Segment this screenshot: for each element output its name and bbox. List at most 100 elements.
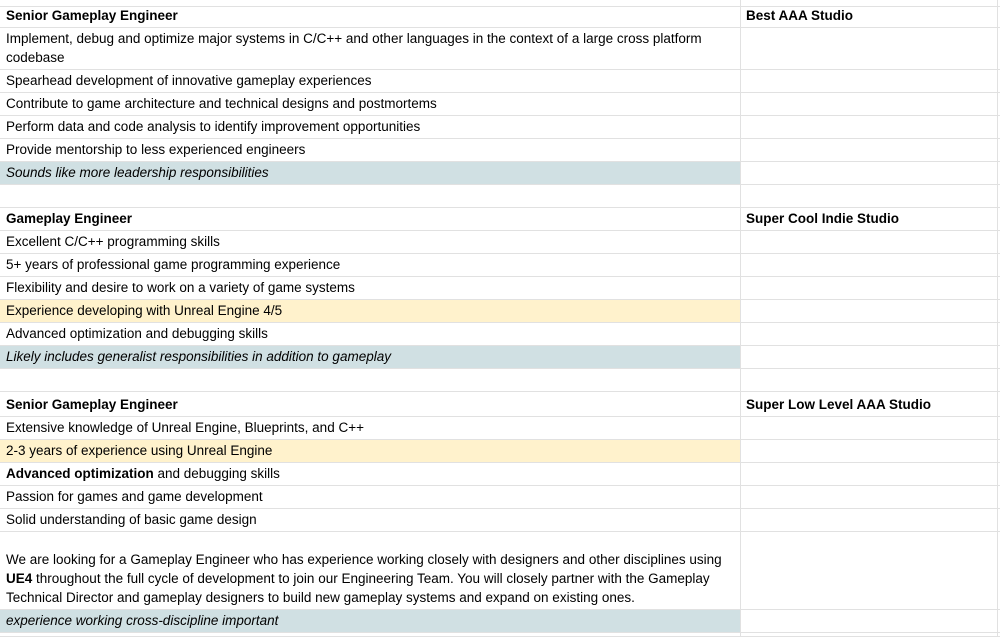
- cell-b-row-25[interactable]: [741, 633, 998, 637]
- sheet-row: [0, 369, 1000, 392]
- sheet-row: Advanced optimization and debugging skil…: [0, 463, 1000, 486]
- cell-c-row-4: [998, 93, 1000, 116]
- cell-text: We are looking for a Gameplay Engineer w…: [6, 552, 722, 605]
- sheet-row: Senior Gameplay Engineer Best AAA Studio: [0, 7, 1000, 28]
- cell-a-row-16[interactable]: [0, 369, 741, 392]
- cell-a-row-14[interactable]: Advanced optimization and debugging skil…: [0, 323, 741, 346]
- cell-text: Advanced optimization and debugging skil…: [6, 466, 280, 481]
- sheet-row: Implement, debug and optimize major syst…: [0, 28, 1000, 70]
- cell-b-row-10[interactable]: [741, 231, 998, 254]
- cell-a-row-2[interactable]: Implement, debug and optimize major syst…: [0, 28, 741, 70]
- cell-text: Likely includes generalist responsibilit…: [6, 349, 391, 364]
- cell-text: Passion for games and game development: [6, 489, 263, 504]
- cell-a-row-5[interactable]: Perform data and code analysis to identi…: [0, 116, 741, 139]
- cell-text: Super Low Level AAA Studio: [746, 397, 932, 412]
- sheet-row: Gameplay Engineer Super Cool Indie Studio: [0, 208, 1000, 231]
- cell-a-row-22[interactable]: Solid understanding of basic game design: [0, 509, 741, 532]
- cell-c-row-23: [998, 532, 1000, 610]
- cell-c-row-5: [998, 116, 1000, 139]
- cell-a-row-21[interactable]: Passion for games and game development: [0, 486, 741, 509]
- sheet-row: We are looking for a Gameplay Engineer w…: [0, 532, 1000, 610]
- cell-a-row-0[interactable]: [0, 0, 741, 7]
- cell-text: Extensive knowledge of Unreal Engine, Bl…: [6, 420, 364, 435]
- cell-a-row-11[interactable]: 5+ years of professional game programmin…: [0, 254, 741, 277]
- cell-text: Perform data and code analysis to identi…: [6, 119, 421, 134]
- cell-a-row-3[interactable]: Spearhead development of innovative game…: [0, 70, 741, 93]
- cell-c-row-21: [998, 486, 1000, 509]
- cell-c-row-7: [998, 162, 1000, 185]
- cell-text: Flexibility and desire to work on a vari…: [6, 280, 355, 295]
- sheet-row: Experience developing with Unreal Engine…: [0, 300, 1000, 323]
- cell-a-row-23[interactable]: We are looking for a Gameplay Engineer w…: [0, 532, 741, 610]
- cell-b-row-5[interactable]: [741, 116, 998, 139]
- cell-text: Senior Gameplay Engineer: [6, 397, 178, 412]
- cell-text: 2-3 years of experience using Unreal Eng…: [6, 443, 273, 458]
- cell-b-row-17[interactable]: Super Low Level AAA Studio: [741, 392, 998, 417]
- cell-a-row-20[interactable]: Advanced optimization and debugging skil…: [0, 463, 741, 486]
- cell-c-row-11: [998, 254, 1000, 277]
- sheet-row: Passion for games and game development: [0, 486, 1000, 509]
- cell-c-row-17: [998, 392, 1000, 417]
- sheet-row: 2-3 years of experience using Unreal Eng…: [0, 440, 1000, 463]
- cell-text: Best AAA Studio: [746, 8, 853, 23]
- cell-a-row-24[interactable]: experience working cross-discipline impo…: [0, 610, 741, 633]
- cell-a-row-8[interactable]: [0, 185, 741, 208]
- sheet-row: Likely includes generalist responsibilit…: [0, 346, 1000, 369]
- cell-a-row-15[interactable]: Likely includes generalist responsibilit…: [0, 346, 741, 369]
- cell-c-row-22: [998, 509, 1000, 532]
- cell-a-row-6[interactable]: Provide mentorship to less experienced e…: [0, 139, 741, 162]
- cell-b-row-22[interactable]: [741, 509, 998, 532]
- cell-c-row-18: [998, 417, 1000, 440]
- cell-text: Implement, debug and optimize major syst…: [6, 31, 702, 65]
- cell-b-row-14[interactable]: [741, 323, 998, 346]
- cell-a-row-9[interactable]: Gameplay Engineer: [0, 208, 741, 231]
- sheet-row: Provide mentorship to less experienced e…: [0, 139, 1000, 162]
- cell-b-row-0[interactable]: [741, 0, 998, 7]
- cell-a-row-17[interactable]: Senior Gameplay Engineer: [0, 392, 741, 417]
- cell-b-row-7[interactable]: [741, 162, 998, 185]
- cell-c-row-19: [998, 440, 1000, 463]
- cell-text: Provide mentorship to less experienced e…: [6, 142, 306, 157]
- cell-c-row-0: [998, 0, 1000, 7]
- cell-b-row-16[interactable]: [741, 369, 998, 392]
- cell-a-row-1[interactable]: Senior Gameplay Engineer: [0, 7, 741, 28]
- sheet-row: Flexibility and desire to work on a vari…: [0, 277, 1000, 300]
- cell-b-row-8[interactable]: [741, 185, 998, 208]
- sheet-row: Spearhead development of innovative game…: [0, 70, 1000, 93]
- cell-b-row-23[interactable]: [741, 532, 998, 610]
- cell-text: Contribute to game architecture and tech…: [6, 96, 437, 111]
- cell-a-row-7[interactable]: Sounds like more leadership responsibili…: [0, 162, 741, 185]
- cell-b-row-11[interactable]: [741, 254, 998, 277]
- cell-b-row-12[interactable]: [741, 277, 998, 300]
- cell-b-row-19[interactable]: [741, 440, 998, 463]
- cell-b-row-21[interactable]: [741, 486, 998, 509]
- cell-a-row-10[interactable]: Excellent C/C++ programming skills: [0, 231, 741, 254]
- cell-b-row-6[interactable]: [741, 139, 998, 162]
- cell-c-row-10: [998, 231, 1000, 254]
- cell-text: Sounds like more leadership responsibili…: [6, 165, 269, 180]
- sheet-row: Excellent C/C++ programming skills: [0, 231, 1000, 254]
- cell-a-row-19[interactable]: 2-3 years of experience using Unreal Eng…: [0, 440, 741, 463]
- cell-b-row-18[interactable]: [741, 417, 998, 440]
- cell-c-row-6: [998, 139, 1000, 162]
- cell-b-row-20[interactable]: [741, 463, 998, 486]
- cell-a-row-12[interactable]: Flexibility and desire to work on a vari…: [0, 277, 741, 300]
- cell-b-row-1[interactable]: Best AAA Studio: [741, 7, 998, 28]
- cell-b-row-4[interactable]: [741, 93, 998, 116]
- sheet-row: [0, 0, 1000, 7]
- cell-b-row-24[interactable]: [741, 610, 998, 633]
- cell-a-row-25[interactable]: [0, 633, 741, 637]
- cell-b-row-2[interactable]: [741, 28, 998, 70]
- cell-a-row-13[interactable]: Experience developing with Unreal Engine…: [0, 300, 741, 323]
- cell-b-row-15[interactable]: [741, 346, 998, 369]
- cell-b-row-3[interactable]: [741, 70, 998, 93]
- cell-text: 5+ years of professional game programmin…: [6, 257, 341, 272]
- cell-b-row-13[interactable]: [741, 300, 998, 323]
- cell-b-row-9[interactable]: Super Cool Indie Studio: [741, 208, 998, 231]
- cell-a-row-18[interactable]: Extensive knowledge of Unreal Engine, Bl…: [0, 417, 741, 440]
- sheet-row: Senior Gameplay Engineer Super Low Level …: [0, 392, 1000, 417]
- cell-a-row-4[interactable]: Contribute to game architecture and tech…: [0, 93, 741, 116]
- cell-text: Senior Gameplay Engineer: [6, 8, 178, 23]
- sheet-row: Perform data and code analysis to identi…: [0, 116, 1000, 139]
